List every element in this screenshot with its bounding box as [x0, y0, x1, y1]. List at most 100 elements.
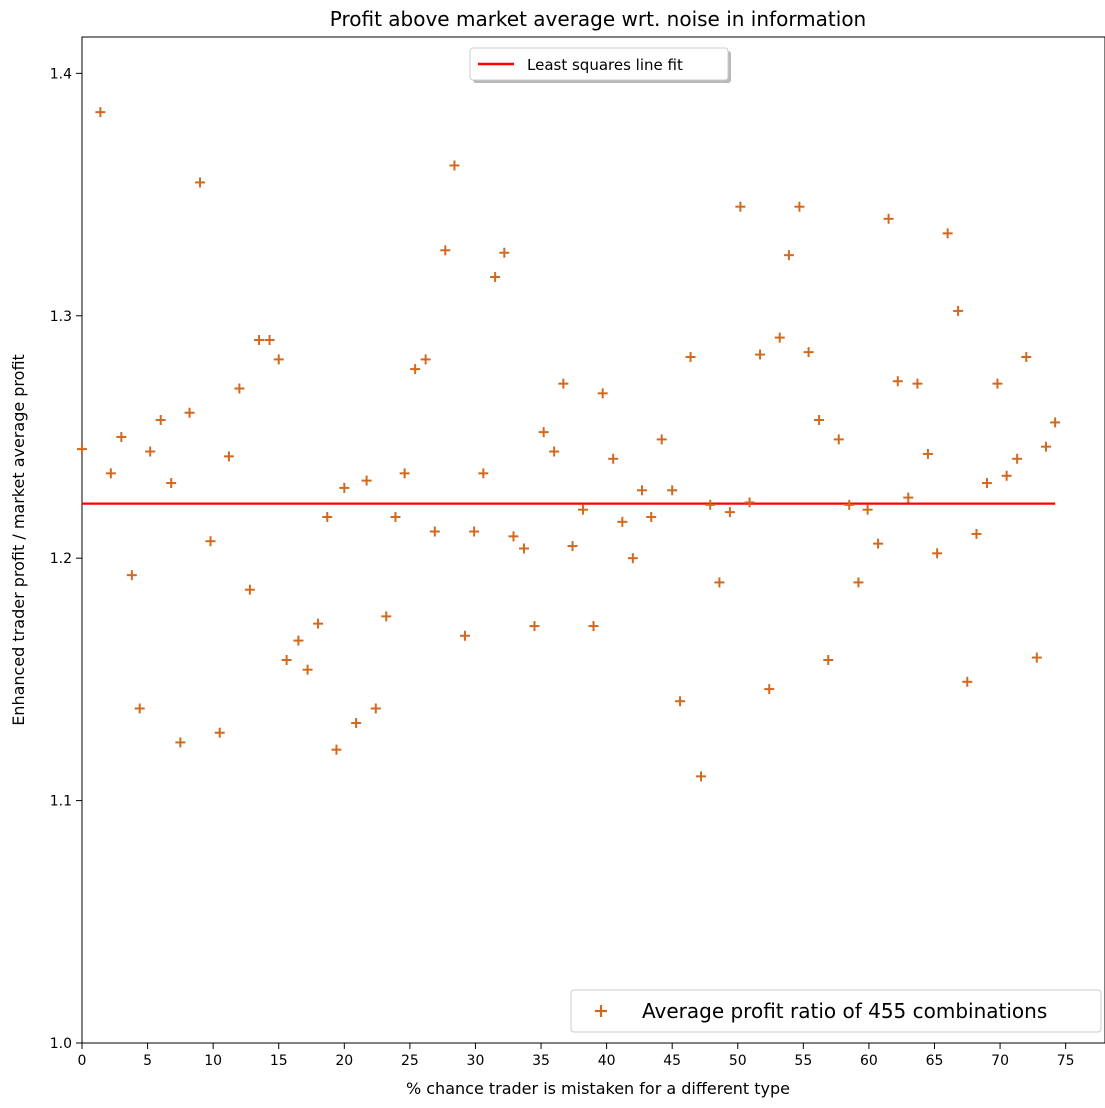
data-point-22	[302, 664, 313, 675]
data-point-16	[244, 584, 255, 595]
data-point-5	[134, 703, 145, 714]
data-point-84	[912, 378, 923, 389]
y-axis-label: Enhanced trader profit / market average …	[9, 354, 28, 726]
data-point-58	[656, 434, 667, 445]
legend-scatter: Average profit ratio of 455 combinations	[570, 989, 1102, 1033]
data-point-71	[783, 250, 794, 261]
x-tick-label-6: 30	[467, 1053, 485, 1069]
data-point-44	[518, 543, 529, 554]
data-point-41	[490, 271, 501, 282]
data-point-43	[508, 531, 519, 542]
data-point-6	[145, 446, 156, 457]
data-point-98	[1050, 417, 1061, 428]
plot-area	[81, 36, 1105, 1044]
data-point-92	[992, 378, 1003, 389]
data-point-10	[184, 407, 195, 418]
data-point-67	[744, 497, 755, 508]
data-point-33	[410, 364, 421, 375]
data-point-3	[116, 431, 127, 442]
data-point-13	[214, 727, 225, 738]
data-point-61	[685, 351, 696, 362]
data-point-64	[714, 577, 725, 588]
data-point-74	[814, 415, 825, 426]
data-point-23	[313, 618, 324, 629]
data-point-35	[429, 526, 440, 537]
data-point-77	[844, 499, 855, 510]
data-point-12	[205, 536, 216, 547]
data-point-93	[1001, 470, 1012, 481]
legend-scatter-label: Average profit ratio of 455 combinations	[642, 999, 1047, 1023]
data-point-95	[1021, 351, 1032, 362]
data-point-49	[567, 541, 578, 552]
x-axis-label: % chance trader is mistaken for a differ…	[406, 1079, 790, 1098]
data-point-68	[755, 349, 766, 360]
data-point-19	[273, 354, 284, 365]
data-point-88	[953, 305, 964, 316]
y-tick-label-0: 1.0	[50, 1036, 72, 1052]
data-point-25	[331, 744, 342, 755]
data-point-20	[281, 654, 292, 665]
data-point-21	[293, 635, 304, 646]
data-point-24	[322, 511, 333, 522]
data-point-51	[588, 621, 599, 632]
data-point-86	[932, 548, 943, 559]
x-tick-label-9: 45	[663, 1053, 681, 1069]
data-point-50	[578, 504, 589, 515]
data-point-94	[1012, 453, 1023, 464]
data-point-52	[597, 388, 608, 399]
data-point-36	[440, 245, 451, 256]
y-axis: 1.0 1.1 1.2 1.3 1.4	[50, 66, 82, 1052]
data-point-0	[77, 444, 87, 455]
data-point-30	[381, 611, 392, 622]
data-point-15	[234, 383, 245, 394]
data-point-85	[922, 448, 933, 459]
scatter-points-layer	[77, 107, 1061, 782]
x-tick-label-0: 0	[78, 1053, 87, 1069]
x-tick-label-5: 25	[401, 1053, 419, 1069]
data-point-38	[459, 630, 470, 641]
data-point-31	[390, 511, 401, 522]
data-point-80	[873, 538, 884, 549]
x-tick-label-12: 60	[860, 1053, 878, 1069]
data-point-40	[478, 468, 489, 479]
data-point-39	[469, 526, 480, 537]
data-point-70	[774, 332, 785, 343]
data-point-89	[962, 676, 973, 687]
data-point-97	[1040, 441, 1051, 452]
data-point-42	[499, 247, 510, 258]
data-point-69	[764, 684, 775, 695]
legend-plus-marker	[595, 1005, 607, 1017]
data-point-54	[617, 516, 628, 527]
data-point-2	[105, 468, 116, 479]
data-point-91	[981, 478, 992, 489]
x-tick-label-14: 70	[991, 1053, 1009, 1069]
chart-title: Profit above market average wrt. noise i…	[330, 7, 866, 31]
legend-line-fit: Least squares line fit	[469, 47, 731, 83]
data-point-8	[166, 478, 177, 489]
y-tick-label-1: 1.1	[50, 794, 72, 810]
x-tick-label-15: 75	[1057, 1053, 1075, 1069]
x-tick-label-11: 55	[794, 1053, 812, 1069]
data-point-47	[549, 446, 560, 457]
data-point-28	[361, 475, 372, 486]
data-point-18	[264, 335, 275, 346]
data-point-57	[646, 511, 657, 522]
x-tick-label-4: 20	[335, 1053, 353, 1069]
data-point-83	[903, 492, 914, 503]
data-point-75	[823, 654, 834, 665]
data-point-9	[175, 737, 186, 748]
data-point-11	[195, 177, 206, 188]
data-point-72	[794, 201, 805, 212]
x-tick-label-13: 65	[926, 1053, 944, 1069]
x-tick-label-8: 40	[598, 1053, 616, 1069]
data-point-59	[667, 485, 678, 496]
data-point-66	[735, 201, 746, 212]
data-point-96	[1031, 652, 1042, 663]
data-point-60	[675, 696, 686, 707]
data-point-27	[351, 718, 362, 729]
data-point-90	[971, 528, 982, 539]
data-point-37	[449, 160, 460, 171]
data-point-45	[529, 621, 540, 632]
x-tick-label-3: 15	[270, 1053, 288, 1069]
